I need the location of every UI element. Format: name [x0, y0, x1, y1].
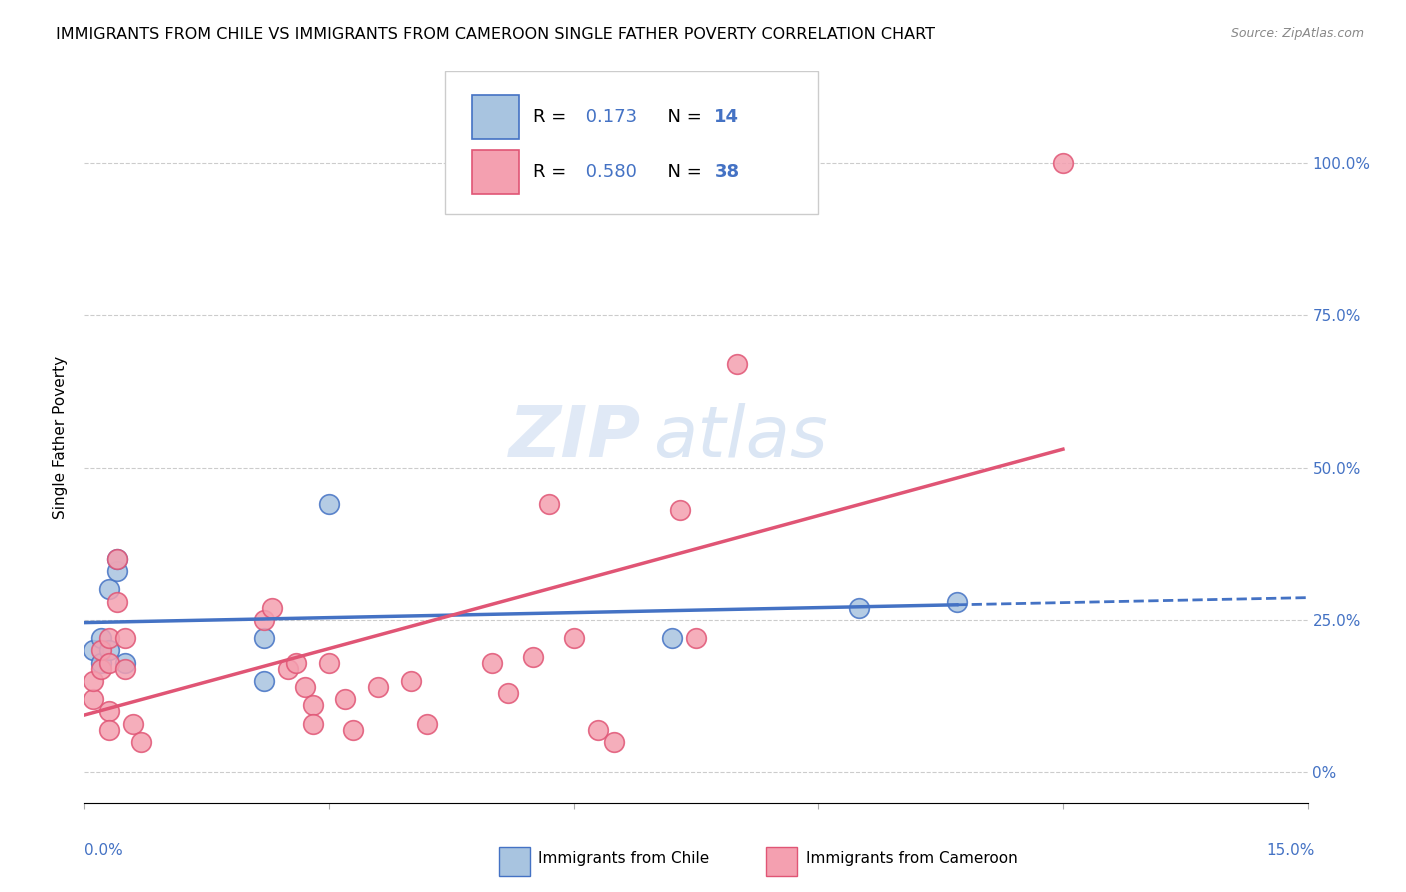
- Text: 0.0%: 0.0%: [84, 843, 124, 858]
- Point: [253, 673, 276, 688]
- Point: [105, 552, 128, 566]
- Point: [90, 662, 112, 676]
- Point: [97, 705, 120, 719]
- Text: IMMIGRANTS FROM CHILE VS IMMIGRANTS FROM CAMEROON SINGLE FATHER POVERTY CORRELAT: IMMIGRANTS FROM CHILE VS IMMIGRANTS FROM…: [56, 27, 935, 42]
- Point: [114, 662, 136, 676]
- Point: [114, 656, 136, 670]
- Point: [82, 643, 104, 657]
- Point: [603, 735, 626, 749]
- Point: [97, 632, 120, 646]
- Point: [318, 656, 340, 670]
- Point: [82, 692, 104, 706]
- Y-axis label: Single Father Poverty: Single Father Poverty: [53, 356, 69, 518]
- Point: [342, 723, 364, 737]
- Point: [90, 643, 112, 657]
- Text: 15.0%: 15.0%: [1267, 843, 1315, 858]
- FancyBboxPatch shape: [472, 95, 519, 139]
- Text: Source: ZipAtlas.com: Source: ZipAtlas.com: [1230, 27, 1364, 40]
- Point: [114, 632, 136, 646]
- Text: 0.580: 0.580: [579, 162, 637, 180]
- Point: [97, 656, 120, 670]
- Point: [82, 673, 104, 688]
- Text: ZIP: ZIP: [509, 402, 641, 472]
- FancyBboxPatch shape: [472, 150, 519, 194]
- Point: [97, 723, 120, 737]
- Point: [277, 662, 299, 676]
- Point: [131, 735, 153, 749]
- Point: [367, 680, 389, 694]
- Point: [725, 357, 748, 371]
- Point: [848, 600, 870, 615]
- Point: [498, 686, 520, 700]
- Point: [253, 632, 276, 646]
- Point: [301, 716, 323, 731]
- Text: R =: R =: [533, 162, 572, 180]
- Text: Immigrants from Chile: Immigrants from Chile: [538, 851, 710, 865]
- Text: N =: N =: [655, 162, 707, 180]
- Point: [105, 552, 128, 566]
- Text: atlas: atlas: [654, 402, 828, 472]
- Point: [946, 594, 969, 608]
- FancyBboxPatch shape: [446, 71, 818, 214]
- Point: [661, 632, 683, 646]
- Point: [105, 564, 128, 578]
- Point: [522, 649, 544, 664]
- Point: [260, 600, 283, 615]
- Point: [668, 503, 690, 517]
- Point: [562, 632, 585, 646]
- Point: [538, 497, 561, 511]
- Point: [481, 656, 503, 670]
- Text: N =: N =: [655, 109, 707, 127]
- Text: 0.173: 0.173: [579, 109, 637, 127]
- Point: [253, 613, 276, 627]
- Text: 14: 14: [714, 109, 740, 127]
- Point: [122, 716, 145, 731]
- Point: [90, 632, 112, 646]
- Point: [416, 716, 439, 731]
- Text: 38: 38: [714, 162, 740, 180]
- Point: [97, 643, 120, 657]
- Point: [301, 698, 323, 713]
- Point: [399, 673, 422, 688]
- Text: R =: R =: [533, 109, 572, 127]
- Point: [685, 632, 707, 646]
- Point: [294, 680, 316, 694]
- Point: [335, 692, 357, 706]
- Point: [97, 582, 120, 597]
- Point: [318, 497, 340, 511]
- Text: Immigrants from Cameroon: Immigrants from Cameroon: [806, 851, 1018, 865]
- Point: [285, 656, 308, 670]
- Point: [1052, 155, 1074, 169]
- Point: [90, 656, 112, 670]
- Point: [105, 594, 128, 608]
- Point: [586, 723, 609, 737]
